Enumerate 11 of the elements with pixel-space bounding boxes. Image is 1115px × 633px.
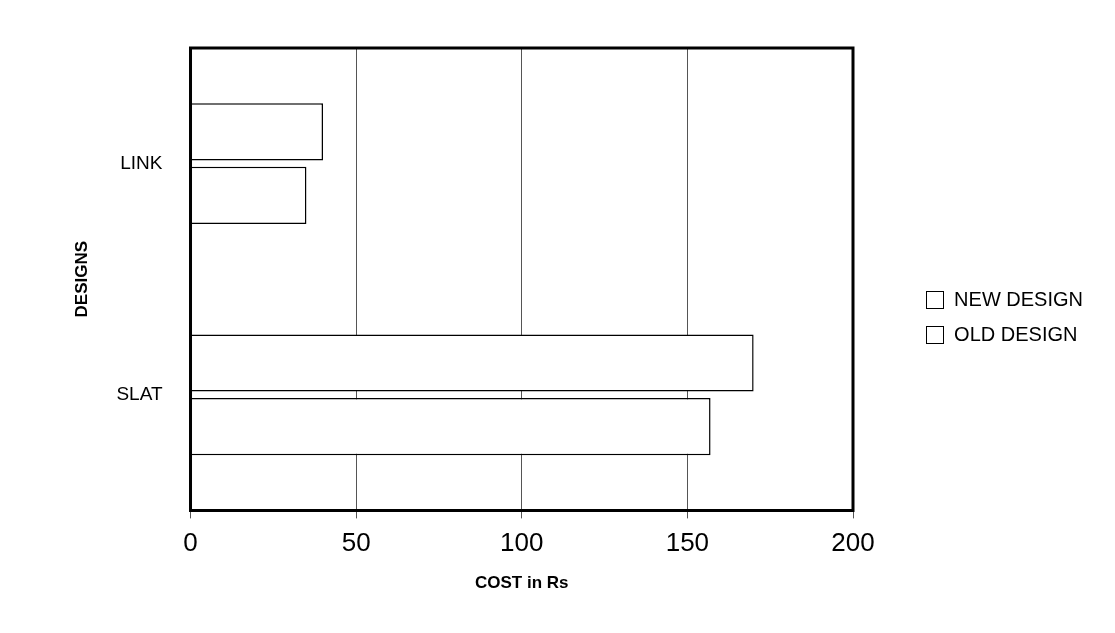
x-axis-title: COST in Rs (475, 573, 569, 593)
y-tick-label: SLAT (116, 383, 163, 405)
x-tick-label: 200 (831, 527, 875, 558)
x-tick-label: 150 (665, 527, 710, 558)
text: NEW DESIGN (954, 288, 1083, 311)
y-axis-title: DESIGNS (71, 240, 91, 318)
y-tick-label: LINK (120, 151, 163, 173)
x-tick-label: 100 (500, 527, 544, 558)
x-tick-label: 0 (183, 527, 198, 558)
x-tick-label: 50 (341, 527, 371, 558)
text: OLD DESIGN (954, 323, 1078, 346)
